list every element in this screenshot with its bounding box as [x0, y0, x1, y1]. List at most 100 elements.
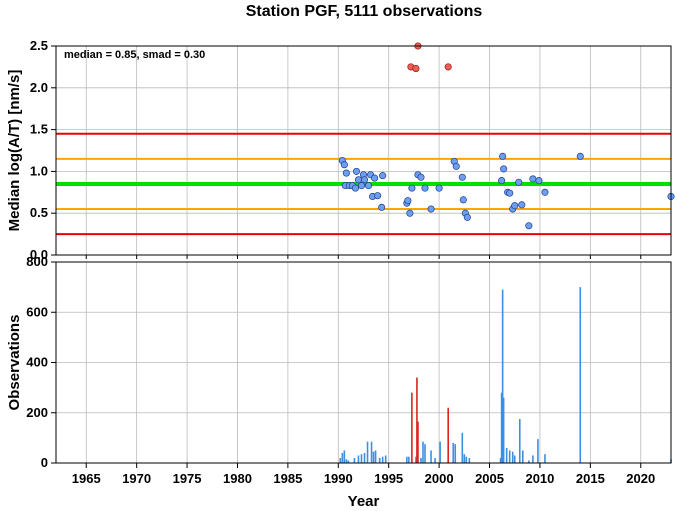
data-point [458, 173, 466, 181]
top-grid [56, 45, 671, 256]
y-tick-label: 0.5 [30, 205, 48, 220]
observation-bar [532, 455, 534, 463]
observation-bar [345, 459, 348, 463]
data-point [459, 196, 467, 204]
observation-bar [454, 444, 457, 463]
observation-bar [511, 451, 514, 463]
y-tick-label: 2.5 [30, 38, 48, 53]
observation-bar [339, 457, 342, 463]
observation-bar [513, 455, 516, 463]
y-tick-label: 600 [26, 304, 48, 319]
observation-bar [353, 457, 356, 463]
data-point [525, 222, 533, 230]
x-tick-label: 1975 [173, 471, 202, 486]
observation-bar [357, 455, 360, 463]
data-point [435, 184, 443, 192]
top-y-ticks: 0.0 0.5 1.0 1.5 2.0 2.5 [30, 38, 642, 262]
x-tick-label: 1970 [122, 471, 151, 486]
observation-bar [463, 454, 466, 463]
data-point [374, 192, 382, 200]
data-point [498, 177, 506, 185]
y-tick-label: 800 [26, 254, 48, 269]
y-tick-label: 0 [41, 455, 48, 470]
data-point [360, 176, 369, 184]
top-y-axis-label: Median log(A/T) [nm/s] [6, 70, 23, 232]
data-point [378, 203, 386, 211]
x-ticks: 1965 1970 1975 1980 1985 1990 1995 2000 2005 2010… [72, 463, 655, 486]
observation-bar [537, 439, 539, 463]
y-tick-label: 1.0 [30, 163, 48, 178]
data-point [351, 184, 359, 192]
observation-bar [370, 441, 373, 463]
observation-bar [579, 287, 582, 463]
observation-bar [372, 451, 375, 463]
observation-bar [544, 454, 546, 463]
observation-bar [374, 450, 377, 463]
observation-bar [518, 419, 521, 463]
data-point [541, 188, 549, 196]
data-point [352, 167, 360, 175]
observation-bar [461, 432, 464, 463]
data-point [452, 162, 460, 170]
x-axis-label: Year [348, 493, 380, 510]
observation-bar [341, 452, 344, 463]
outlier-point [412, 65, 420, 73]
data-point [371, 174, 379, 182]
y-tick-label: 1.5 [30, 122, 48, 137]
observation-bar [452, 442, 455, 463]
x-tick-label: 2000 [425, 471, 454, 486]
x-tick-label: 1990 [324, 471, 353, 486]
data-point [340, 161, 348, 169]
data-point [406, 209, 414, 217]
data-point [529, 175, 537, 183]
x-tick-label: 1985 [273, 471, 302, 486]
observation-bar [381, 456, 384, 463]
observation-bar [424, 444, 426, 463]
data-point [499, 152, 507, 160]
observation-bar [343, 450, 346, 463]
bottom-y-ticks: 0 200 400 600 800 [26, 254, 56, 470]
data-point [427, 205, 435, 213]
x-tick-label: 2020 [626, 471, 655, 486]
observation-bar [384, 455, 387, 463]
data-point [576, 152, 584, 160]
data-point [342, 169, 350, 177]
observation-bar [521, 450, 524, 463]
x-tick-label: 2010 [525, 471, 554, 486]
outlier-bar [416, 377, 418, 463]
x-tick-label: 2015 [576, 471, 605, 486]
outlier-bar [411, 392, 413, 463]
observation-bar [499, 457, 502, 463]
observation-bar [360, 454, 363, 463]
data-point [408, 184, 416, 192]
data-point [364, 182, 373, 190]
observation-bar [430, 450, 432, 463]
observation-bar [502, 397, 505, 463]
data-point [518, 201, 526, 209]
chart-title: Station PGF, 5111 observations [246, 3, 483, 20]
outlier-point [444, 63, 452, 71]
observation-bar [415, 456, 417, 463]
observation-bar [408, 456, 410, 463]
data-point [417, 173, 425, 181]
data-point [511, 202, 519, 210]
observation-bar [420, 457, 422, 463]
outlier-bar [417, 421, 419, 463]
data-point [506, 189, 514, 197]
y-tick-label: 200 [26, 405, 48, 420]
observation-bar [406, 456, 408, 463]
y-tick-label: 2.0 [30, 80, 48, 95]
data-point [404, 197, 412, 205]
observation-bar [363, 452, 366, 463]
observation-bar [347, 460, 350, 463]
data-point [535, 177, 543, 185]
observation-bar [528, 460, 530, 463]
data-point [357, 182, 366, 190]
median-smad-annotation: median = 0.85, smad = 0.30 [64, 49, 205, 61]
observation-bar [505, 447, 508, 463]
y-tick-label: 0.0 [30, 247, 48, 262]
median-amplitude-panel: 0.0 0.5 1.0 1.5 2.0 2.5 Median log(A/T) [nm/s… [6, 38, 675, 262]
outlier-bar [447, 407, 449, 463]
